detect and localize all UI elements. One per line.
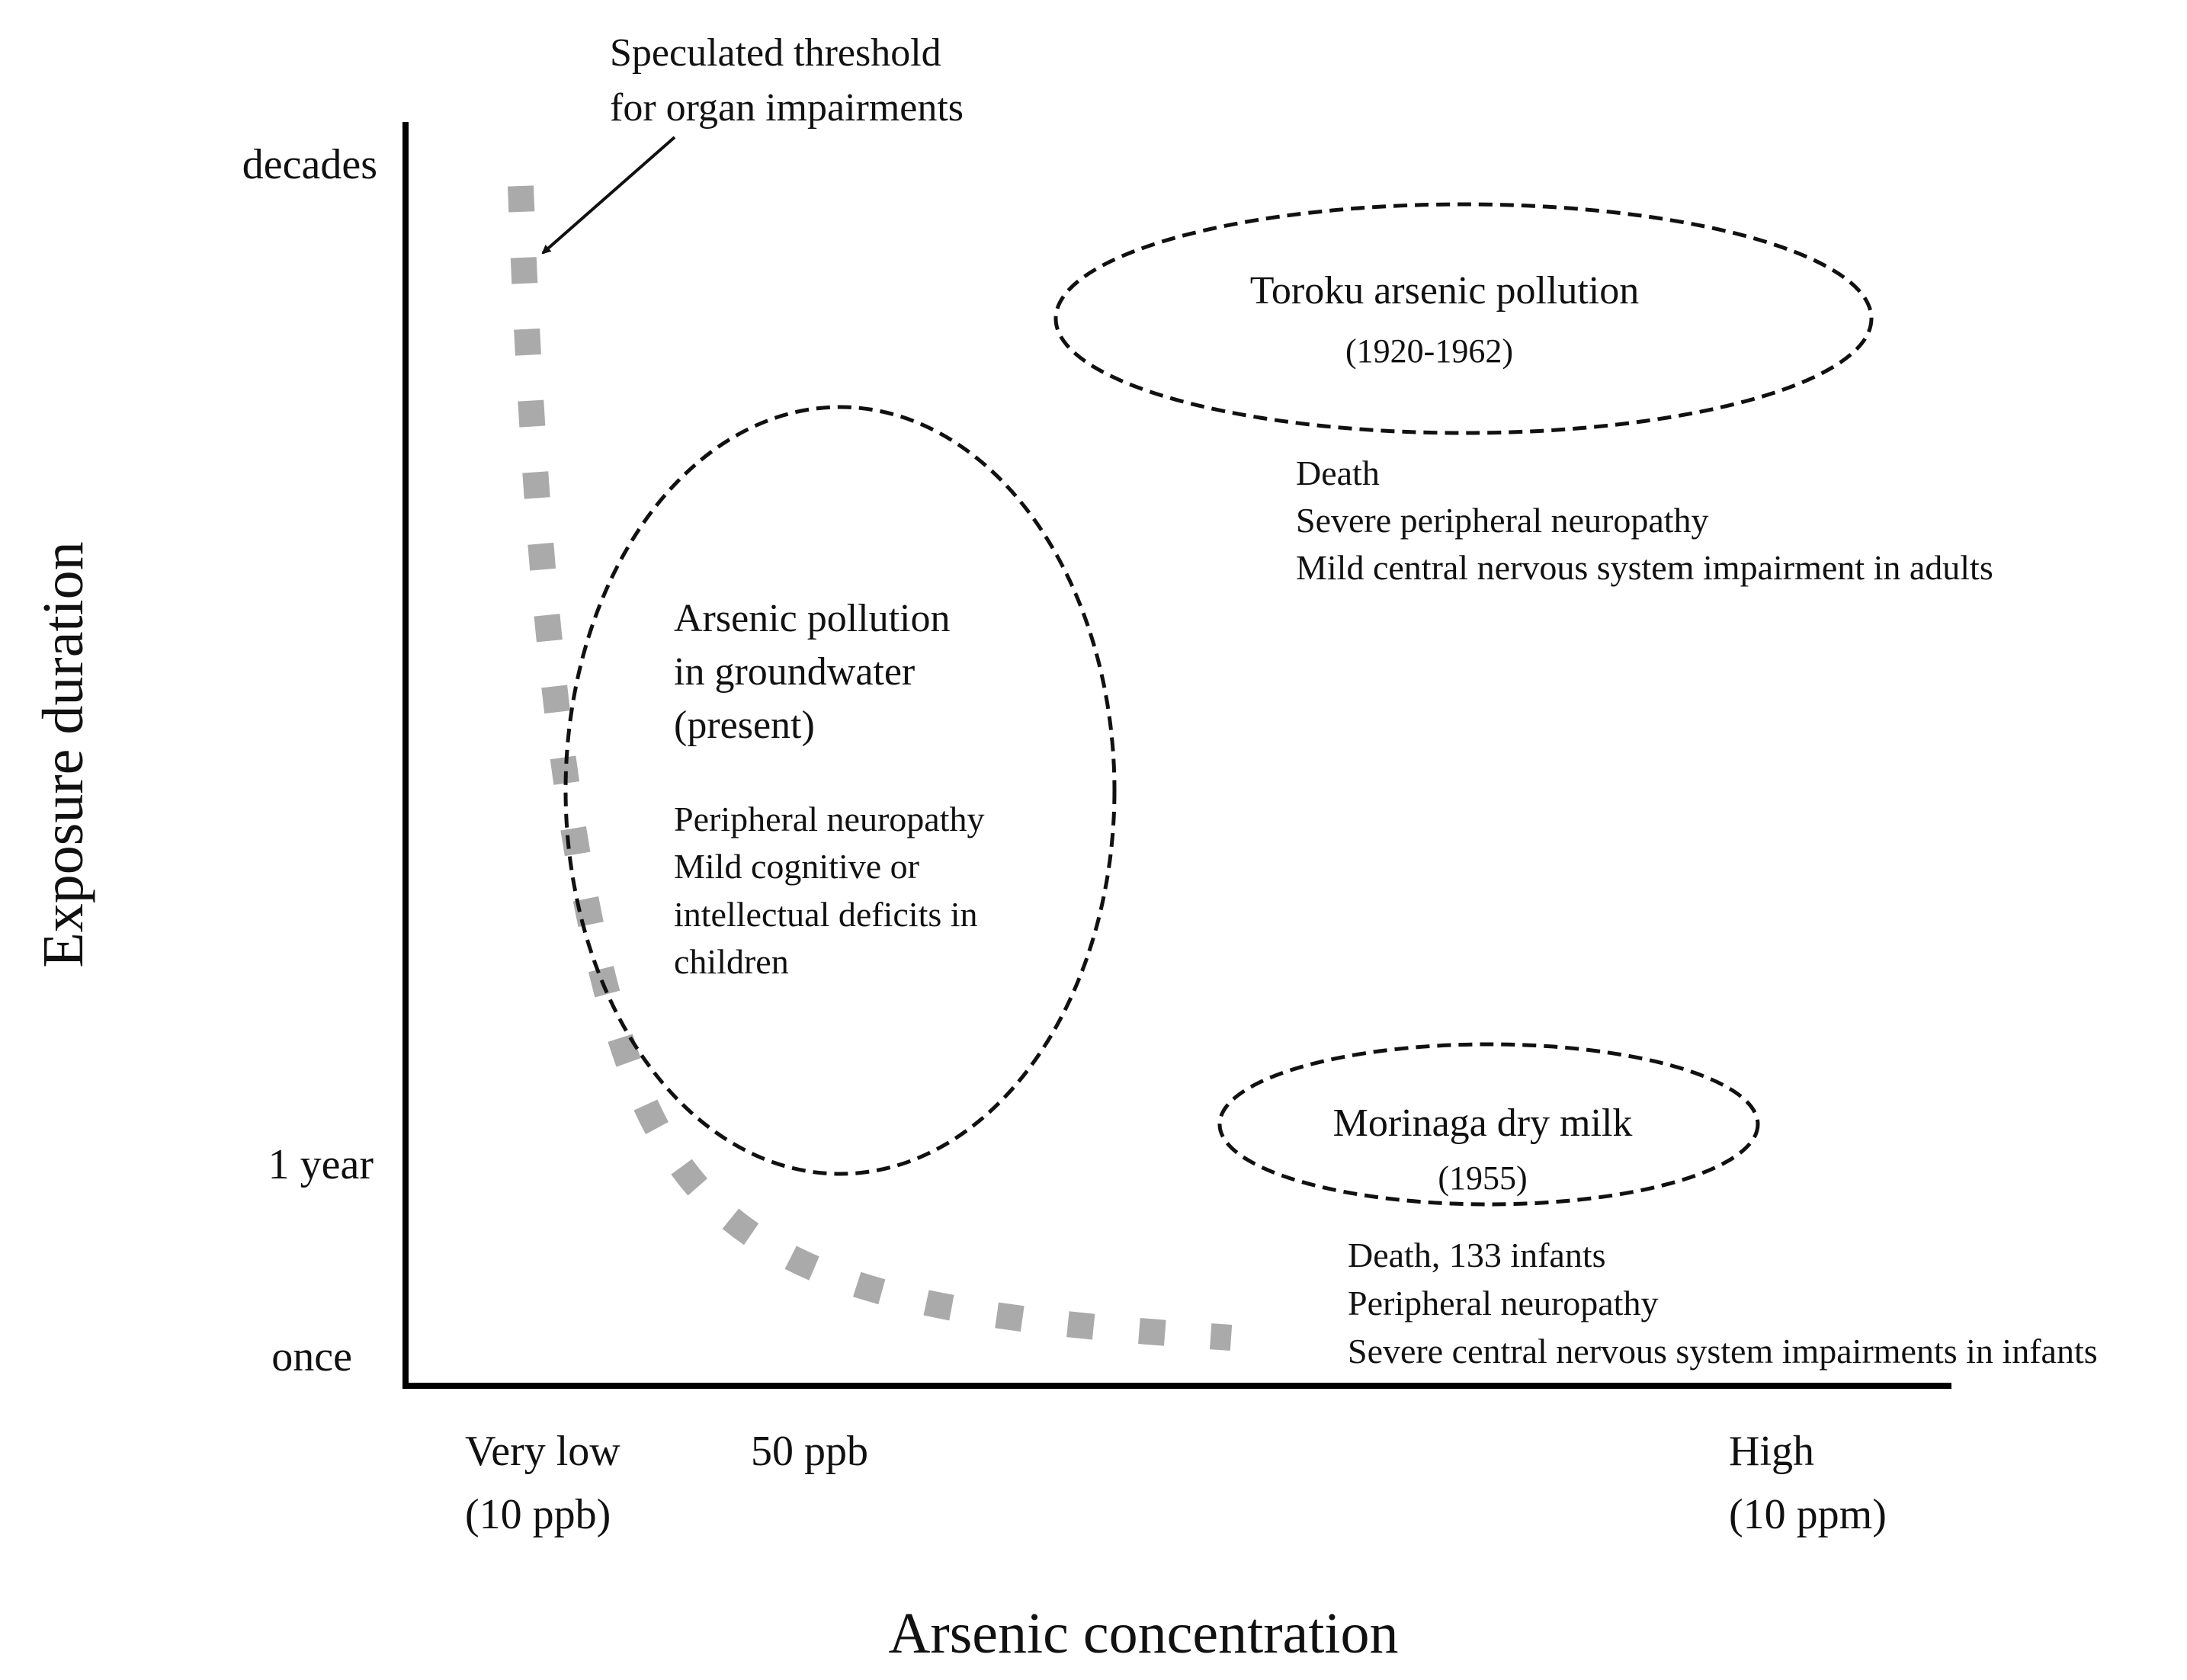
region-morinaga-effect-2: Peripheral neuropathy: [1348, 1284, 1658, 1323]
y-axis-title: Exposure duration: [31, 541, 95, 967]
region-morinaga-years: (1955): [1438, 1159, 1527, 1197]
region-groundwater-title-line2: in groundwater: [674, 650, 915, 694]
region-groundwater-title-line3: (present): [674, 704, 815, 747]
region-groundwater-effect-3: intellectual deficits in: [674, 895, 978, 934]
region-morinaga-effect-3: Severe central nervous system impairment…: [1348, 1332, 2098, 1371]
threshold-curve: [508, 185, 1233, 1351]
region-morinaga-title: Morinaga dry milk: [1333, 1101, 1633, 1145]
region-toroku-effect-3: Mild central nervous system impairment i…: [1296, 548, 1993, 587]
region-toroku-title: Toroku arsenic pollution: [1250, 269, 1639, 313]
region-groundwater-effect-1: Peripheral neuropathy: [674, 800, 984, 838]
region-toroku-ellipse: [1053, 202, 1874, 435]
region-groundwater-effect-4: children: [674, 942, 789, 981]
threshold-arrow: [541, 136, 676, 255]
region-toroku-years: (1920-1962): [1345, 332, 1513, 370]
region-groundwater-title-line1: Arsenic pollution: [674, 597, 951, 640]
region-morinaga-ellipse: [1217, 1042, 1760, 1207]
x-tick-high: High: [1729, 1428, 1814, 1475]
threshold-label-line1: Speculated threshold: [610, 31, 941, 75]
x-tick-50ppb: 50 ppb: [751, 1428, 868, 1475]
threshold-label-line2: for organ impairments: [610, 86, 964, 130]
y-tick-1-year: 1 year: [268, 1141, 374, 1188]
y-tick-once: once: [271, 1333, 352, 1380]
region-groundwater-effect-2: Mild cognitive or: [674, 847, 919, 886]
y-tick-decades: decades: [242, 141, 377, 188]
region-toroku-effect-1: Death: [1296, 454, 1380, 492]
region-groundwater-ellipse: [563, 405, 1117, 1176]
region-morinaga-effect-1: Death, 133 infants: [1348, 1236, 1606, 1274]
region-toroku-effect-2: Severe peripheral neuropathy: [1296, 501, 1709, 540]
x-tick-very-low: Very low: [465, 1428, 621, 1475]
x-tick-high-value: (10 ppm): [1729, 1491, 1887, 1538]
x-tick-very-low-value: (10 ppb): [465, 1491, 611, 1538]
x-axis-title: Arsenic concentration: [889, 1601, 1399, 1666]
